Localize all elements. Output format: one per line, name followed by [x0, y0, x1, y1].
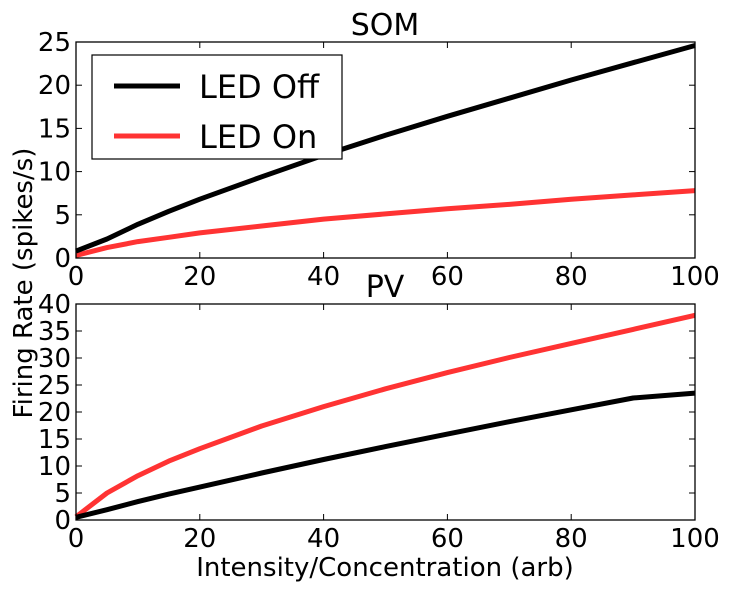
- som-y-tick-label: 5: [54, 201, 71, 231]
- som-title: SOM: [351, 8, 420, 43]
- som-series-led-on: [75, 188, 696, 258]
- pv-y-tick-label: 35: [38, 317, 71, 347]
- pv-series-led-on: [74, 312, 696, 519]
- pv-x-tick-label: 20: [183, 524, 216, 554]
- pv-x-tick-label: 80: [555, 524, 588, 554]
- som-y-tick-label: 15: [38, 114, 71, 144]
- pv-x-tick-label: 0: [68, 524, 85, 554]
- pv-y-tick-label: 5: [54, 479, 71, 509]
- pv-axes-frame: [75, 303, 696, 521]
- som-x-tick-label: 100: [670, 262, 720, 292]
- pv-x-tick-label: 40: [307, 524, 340, 554]
- som-ticks: 0 20 40 60 80 100 0 5 10 15 20 25: [38, 28, 720, 292]
- som-x-tick-label: 20: [183, 262, 216, 292]
- som-y-tick-label: 10: [38, 158, 71, 188]
- legend-box: [91, 54, 343, 160]
- som-y-tick-label: 0: [54, 244, 71, 274]
- som-legend: LED Off LED On: [91, 54, 343, 160]
- pv-y-tick-label: 0: [54, 506, 71, 536]
- pv-y-tick-label: 25: [38, 371, 71, 401]
- pv-y-tick-label: 20: [38, 398, 71, 428]
- y-axis-label: Firing Rate (spikes/s): [9, 148, 39, 419]
- som-axes-frame: [75, 41, 696, 259]
- x-axis-label: Intensity/Concentration (arb): [196, 553, 574, 583]
- som-x-tick-label: 80: [555, 262, 588, 292]
- som-x-tick-label: 60: [431, 262, 464, 292]
- pv-lines: [74, 312, 696, 520]
- legend-label-led-off: LED Off: [199, 68, 320, 106]
- pv-x-tick-label: 60: [431, 524, 464, 554]
- pv-y-tick-label: 30: [38, 344, 71, 374]
- pv-title: PV: [366, 270, 405, 305]
- pv-x-tick-label: 100: [670, 524, 720, 554]
- legend-label-led-on: LED On: [199, 118, 317, 156]
- som-x-tick-label: 40: [307, 262, 340, 292]
- pv-y-tick-label: 10: [38, 452, 71, 482]
- som-x-tick-label: 0: [68, 262, 85, 292]
- som-y-tick-label: 25: [38, 28, 71, 58]
- pv-y-tick-label: 40: [38, 290, 71, 320]
- pv-y-tick-label: 15: [38, 425, 71, 455]
- som-y-tick-label: 20: [38, 71, 71, 101]
- som-panel: SOM 0 20 40 60 80 100 0 5 10 15 20 25 LED Off LED O…: [38, 8, 720, 292]
- pv-series-led-off: [75, 390, 696, 520]
